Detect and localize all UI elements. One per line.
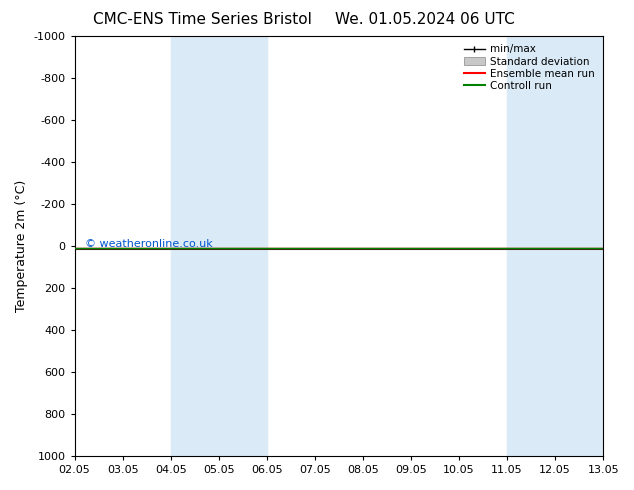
Text: © weatheronline.co.uk: © weatheronline.co.uk [85, 239, 213, 249]
Y-axis label: Temperature 2m (°C): Temperature 2m (°C) [15, 180, 28, 312]
Bar [171, 36, 267, 456]
Legend: min/max, Standard deviation, Ensemble mean run, Controll run: min/max, Standard deviation, Ensemble me… [461, 41, 598, 94]
Text: We. 01.05.2024 06 UTC: We. 01.05.2024 06 UTC [335, 12, 515, 27]
Text: CMC-ENS Time Series Bristol: CMC-ENS Time Series Bristol [93, 12, 313, 27]
Bar [507, 36, 603, 456]
